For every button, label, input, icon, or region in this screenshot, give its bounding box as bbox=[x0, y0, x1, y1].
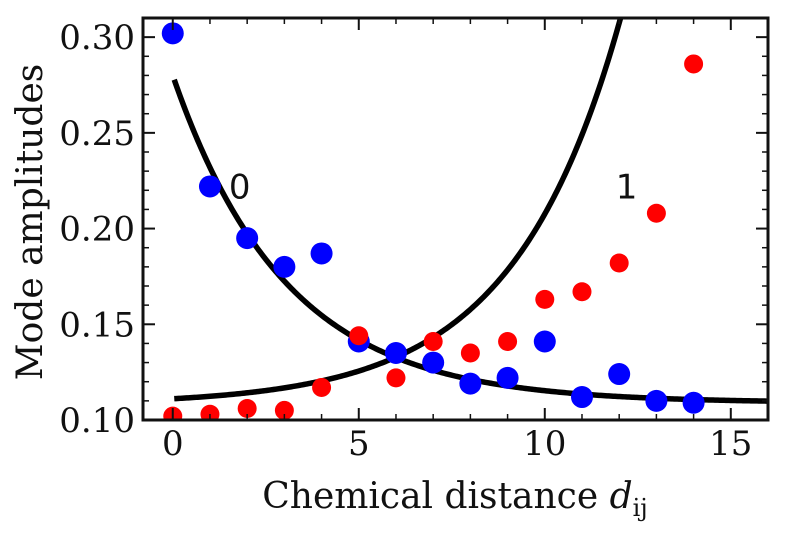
blue-point-3 bbox=[273, 255, 296, 278]
red-point-6 bbox=[386, 368, 406, 388]
red-point-12 bbox=[609, 253, 629, 273]
blue-point-12 bbox=[608, 363, 631, 386]
y-tick-label: 0.30 bbox=[59, 18, 135, 58]
red-point-13 bbox=[646, 203, 666, 223]
blue-point-10 bbox=[533, 330, 556, 353]
red-point-2 bbox=[237, 399, 257, 419]
blue-point-9 bbox=[496, 366, 519, 389]
blue-point-8 bbox=[459, 372, 482, 395]
blue-point-1 bbox=[198, 175, 221, 198]
y-tick-label: 0.25 bbox=[59, 114, 135, 154]
blue-point-14 bbox=[682, 391, 705, 414]
x-tick-label: 15 bbox=[709, 424, 752, 464]
red-point-4 bbox=[312, 377, 332, 397]
x-axis-title: Chemical distance dij bbox=[262, 476, 648, 522]
axis-ticks: 0 5 10 150.100.150.200.250.30 bbox=[59, 18, 769, 464]
red-point-8 bbox=[460, 343, 480, 363]
blue-point-13 bbox=[645, 389, 668, 412]
y-tick-label: 0.15 bbox=[59, 305, 135, 345]
plot-border bbox=[141, 16, 770, 422]
x-axis-title-variable: d bbox=[610, 476, 633, 517]
x-tick-label: 5 bbox=[348, 424, 370, 464]
x-tick-label: 10 bbox=[523, 424, 566, 464]
red-point-7 bbox=[423, 332, 443, 352]
red-point-3 bbox=[274, 400, 294, 420]
red-point-14 bbox=[684, 54, 704, 74]
curve-label-1: 1 bbox=[616, 167, 638, 207]
x-tick-label: 0 bbox=[162, 424, 184, 464]
blue-point-7 bbox=[422, 351, 445, 374]
data-points bbox=[161, 22, 705, 420]
x-axis-title-subscript: ij bbox=[633, 494, 648, 522]
blue-point-11 bbox=[570, 386, 593, 409]
red-point-1 bbox=[200, 404, 220, 420]
plot-frame bbox=[141, 16, 770, 422]
red-point-9 bbox=[498, 332, 518, 352]
red-point-5 bbox=[349, 326, 369, 346]
blue-point-2 bbox=[236, 227, 259, 250]
red-point-10 bbox=[535, 289, 555, 309]
red-point-11 bbox=[572, 282, 592, 302]
y-tick-label: 0.10 bbox=[59, 401, 135, 441]
x-axis-title-text: Chemical distance bbox=[262, 476, 598, 517]
blue-point-4 bbox=[310, 242, 333, 265]
blue-point-0 bbox=[161, 22, 184, 45]
y-tick-label: 0.20 bbox=[59, 210, 135, 250]
curve-label-0: 0 bbox=[229, 167, 251, 207]
fit-curve-1 bbox=[174, 18, 624, 402]
y-axis-title: Mode amplitudes bbox=[10, 64, 51, 380]
blue-point-6 bbox=[384, 342, 407, 364]
